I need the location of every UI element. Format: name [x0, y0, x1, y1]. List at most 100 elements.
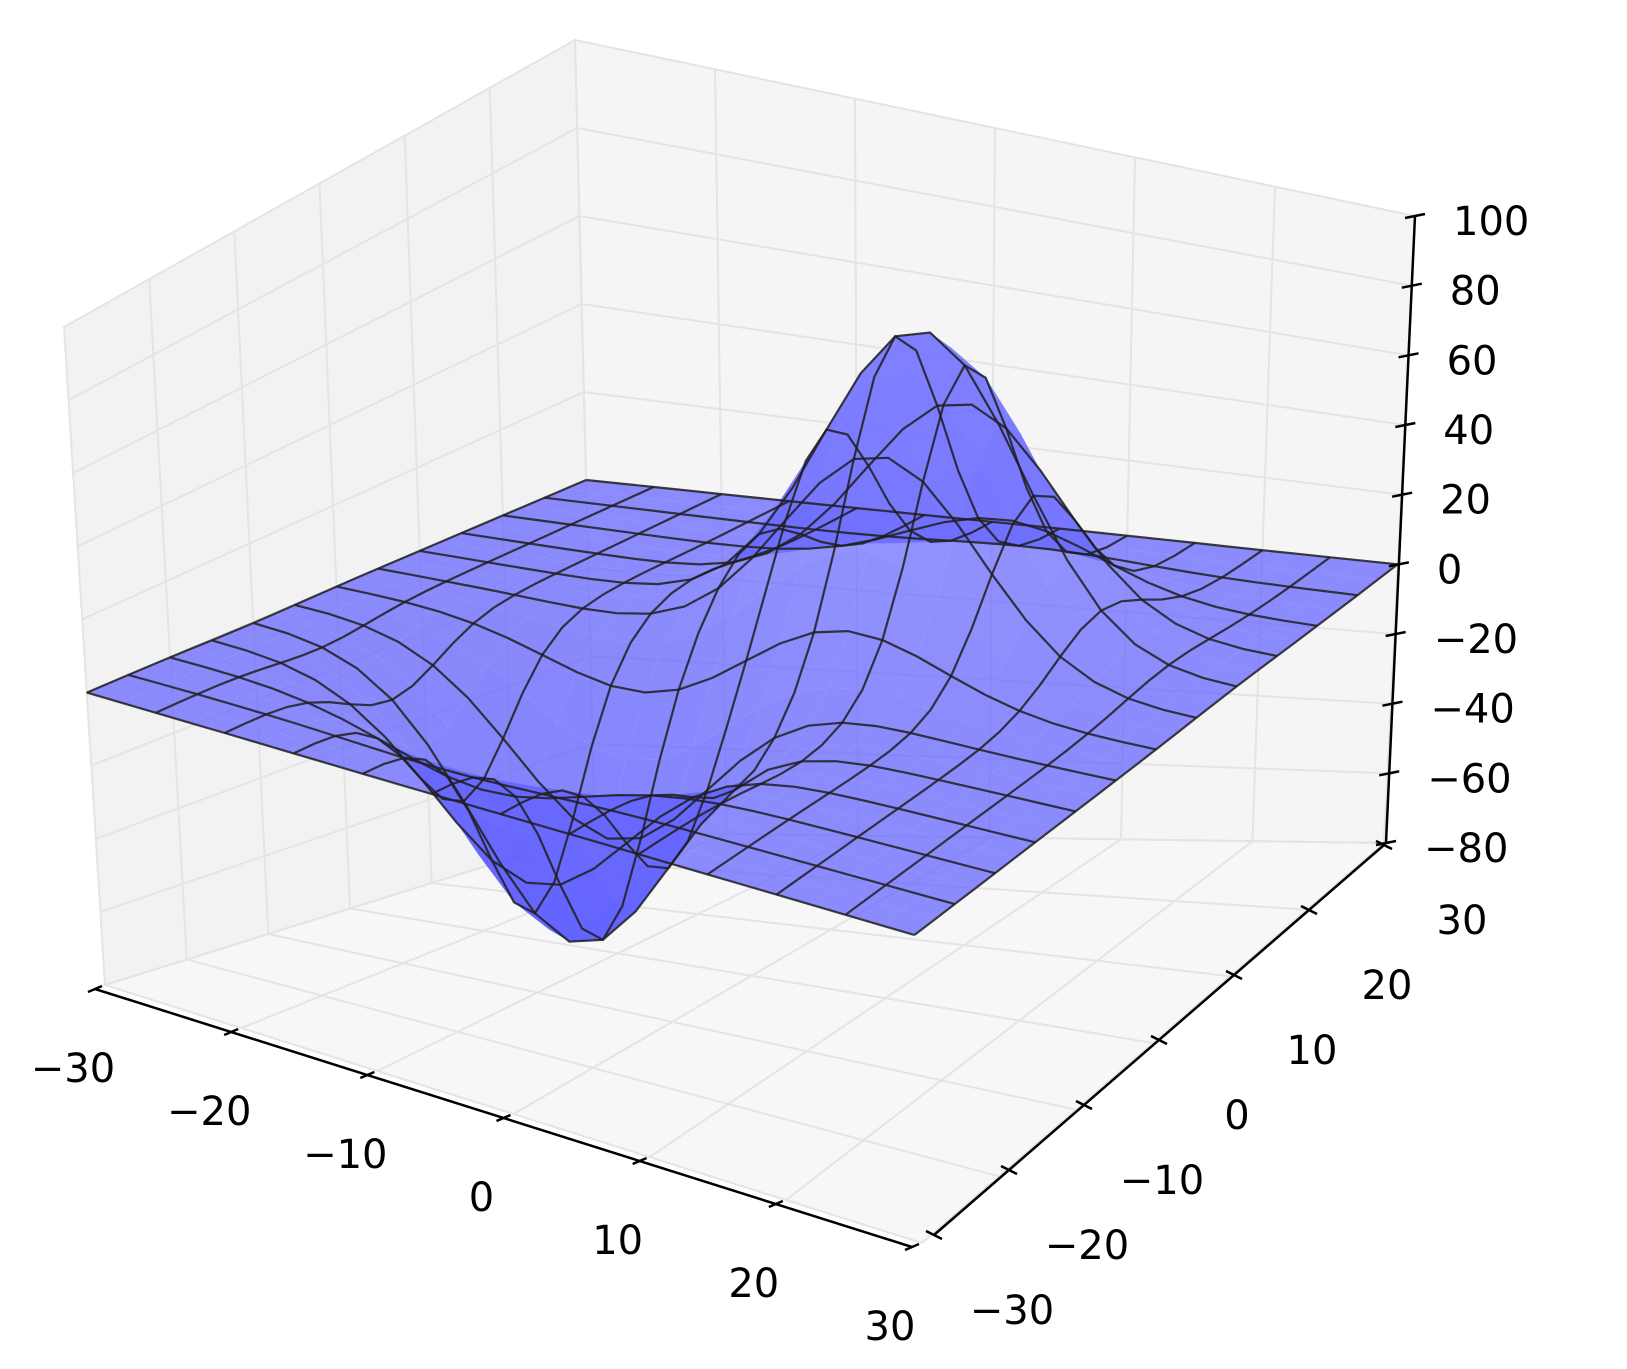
surface-face	[362, 764, 418, 784]
surface-face	[294, 595, 350, 614]
surface-face	[246, 642, 302, 663]
surface-face	[280, 655, 337, 680]
z-axis-line	[1384, 215, 1417, 844]
surface-face	[398, 626, 454, 666]
surface-face	[780, 552, 834, 644]
surface-face	[930, 332, 986, 378]
x-tick-label: −30	[31, 1046, 115, 1092]
surface-face	[342, 625, 399, 657]
surface-face	[638, 841, 694, 865]
surface-face	[107, 674, 163, 694]
tick-marks	[87, 212, 1426, 1252]
surface-face	[211, 704, 267, 724]
surface-face	[308, 702, 365, 726]
x-tick-mark	[768, 1199, 784, 1209]
surface-face	[1101, 601, 1156, 645]
z-tick-mark	[1391, 491, 1413, 498]
surface-face	[746, 567, 800, 661]
surface-face	[155, 703, 211, 723]
surface-face	[503, 693, 558, 782]
surface-face	[1303, 591, 1358, 611]
surface-face	[503, 829, 561, 885]
surface-face	[707, 860, 763, 885]
surface-face	[992, 524, 1047, 621]
z-tick-label: −60	[1427, 756, 1511, 802]
surface-face	[1087, 555, 1142, 602]
surface-face	[231, 695, 287, 715]
surface-face	[833, 457, 889, 553]
surface-face	[232, 623, 288, 643]
wire-line-y	[585, 478, 1398, 566]
surface-face	[615, 866, 669, 912]
surface-face	[604, 831, 659, 855]
surface-face	[204, 658, 260, 678]
surface-face	[466, 793, 522, 815]
surface-face	[412, 665, 468, 728]
surface-face	[712, 590, 766, 678]
z-tick-mark	[1404, 212, 1426, 220]
surface-face	[273, 683, 330, 703]
x-tick-mark	[904, 1242, 920, 1252]
surface-face	[266, 633, 323, 656]
y-tick-label: 0	[1224, 1093, 1249, 1139]
y-tick-label: −10	[1120, 1158, 1204, 1204]
surface-face	[985, 660, 1040, 711]
surface-face	[978, 425, 1034, 525]
surface-face	[190, 713, 246, 733]
surface-face	[1168, 651, 1223, 678]
surface-plot	[86, 331, 1399, 943]
surface-face	[785, 410, 840, 521]
surface-face	[678, 615, 732, 690]
surface-face	[1181, 588, 1236, 607]
surface-face	[328, 754, 384, 774]
surface-face	[1108, 564, 1162, 600]
surface-face	[726, 643, 780, 728]
surface-face	[603, 582, 658, 597]
y-tick-mark	[1000, 1164, 1018, 1176]
x-tick-mark	[359, 1070, 375, 1080]
surface-face	[300, 719, 357, 736]
surface-face	[434, 785, 492, 861]
z-tick-label: 20	[1440, 478, 1491, 524]
surface-face	[245, 714, 301, 734]
surface-face	[1155, 623, 1210, 652]
surface-face	[287, 623, 343, 648]
surface-face	[706, 532, 761, 547]
surface-face	[698, 558, 752, 634]
surface-face	[732, 520, 786, 615]
surface-face	[637, 579, 692, 597]
surface-face	[1134, 632, 1189, 665]
surface-face	[432, 643, 488, 698]
surface-face	[767, 745, 822, 770]
surface-face	[1073, 681, 1129, 717]
surface-face	[404, 591, 460, 612]
wire-line-y	[544, 496, 1358, 597]
surface-face	[535, 812, 590, 835]
surface-face	[128, 666, 184, 685]
y-tick-label: 10	[1287, 1028, 1338, 1074]
surface-face	[86, 683, 142, 703]
surface-face	[625, 689, 679, 760]
surface-face	[1161, 596, 1216, 616]
surface-face	[999, 425, 1054, 497]
z-tick-label: −40	[1430, 687, 1514, 733]
surface-face	[814, 552, 869, 633]
surface-face	[211, 631, 267, 651]
wire-line-y	[502, 514, 1318, 627]
surface-face	[308, 613, 364, 638]
wire-line-y	[128, 673, 955, 906]
surface-face	[848, 552, 903, 640]
surface-face	[1276, 553, 1331, 573]
surface-face	[751, 460, 806, 559]
surface-face	[582, 594, 638, 614]
surface-face	[610, 642, 665, 693]
x-tick-label: 30	[865, 1304, 916, 1350]
surface-face	[329, 702, 386, 738]
surface-face	[176, 694, 232, 714]
surface-face	[794, 631, 849, 694]
z-tick-label: 40	[1443, 408, 1494, 454]
surface-face	[760, 632, 814, 708]
z-tick-label: 60	[1447, 338, 1498, 384]
surface-face	[576, 636, 631, 686]
surface-face	[329, 603, 385, 626]
